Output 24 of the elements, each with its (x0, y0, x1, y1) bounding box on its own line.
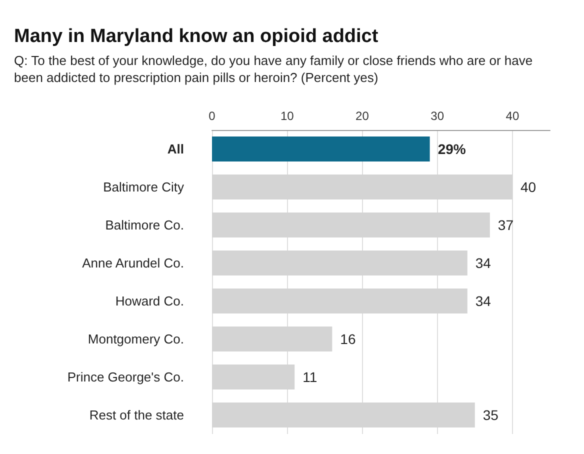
y-tick-label: All (167, 142, 184, 156)
x-tick-label: 0 (208, 109, 216, 123)
y-tick-label: Baltimore Co. (105, 218, 184, 232)
y-tick-label: Prince George's Co. (67, 370, 184, 384)
y-tick-label: Montgomery Co. (88, 332, 184, 346)
y-tick-label: Anne Arundel Co. (82, 256, 184, 270)
data-label: 40 (520, 179, 536, 195)
data-label: 11 (302, 369, 318, 385)
chart-title: Many in Maryland know an opioid addict (14, 26, 380, 48)
x-tick-label: 20 (356, 109, 370, 123)
chart-subtitle: Q: To the best of your knowledge, do you have any family or close friends who are or have been addicted to prescription pain pills or heroin? (Percent yes) (14, 52, 534, 86)
x-tick-label: 30 (430, 109, 444, 123)
data-label: 35 (482, 407, 499, 423)
data-label: 34 (475, 293, 492, 309)
bar (212, 136, 430, 162)
data-label: 16 (340, 331, 356, 347)
y-tick-label: Baltimore City (103, 180, 184, 194)
data-label: 37 (498, 217, 514, 233)
x-tick-label: 40 (506, 109, 520, 123)
x-tick-label: 10 (280, 109, 294, 123)
y-tick-label: Howard Co. (115, 294, 184, 308)
data-label: 29% (438, 141, 466, 157)
y-tick-label: Rest of the state (89, 408, 184, 422)
data-label: 34 (475, 255, 492, 271)
